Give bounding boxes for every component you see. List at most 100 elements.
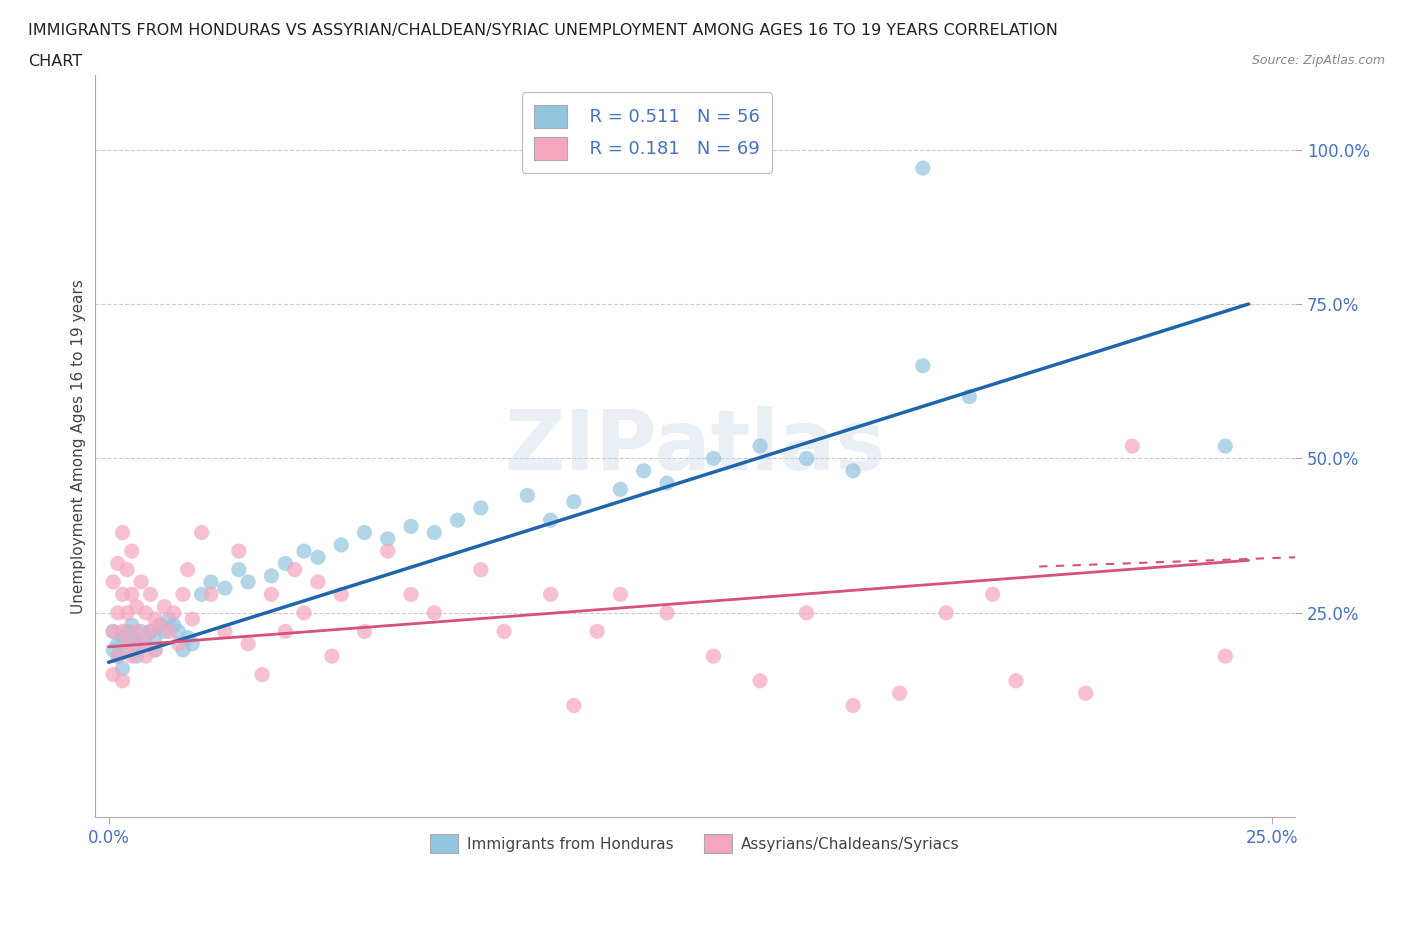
Point <box>321 648 343 663</box>
Point <box>143 631 166 645</box>
Point <box>702 648 724 663</box>
Point <box>470 562 492 577</box>
Point <box>1074 685 1097 700</box>
Point <box>228 544 250 559</box>
Point <box>111 631 134 645</box>
Point <box>115 624 138 639</box>
Point <box>129 624 152 639</box>
Point <box>377 531 399 546</box>
Point <box>236 575 259 590</box>
Point <box>121 587 143 602</box>
Point <box>214 580 236 595</box>
Point <box>274 624 297 639</box>
Point <box>1121 439 1143 454</box>
Point <box>292 605 315 620</box>
Point <box>655 476 678 491</box>
Point <box>562 494 585 509</box>
Point <box>796 451 818 466</box>
Point <box>125 599 148 614</box>
Point <box>655 605 678 620</box>
Point <box>143 612 166 627</box>
Point <box>1005 673 1028 688</box>
Point <box>353 525 375 540</box>
Point <box>957 390 980 405</box>
Point <box>157 624 180 639</box>
Point <box>103 643 125 658</box>
Text: Source: ZipAtlas.com: Source: ZipAtlas.com <box>1251 54 1385 67</box>
Point <box>702 451 724 466</box>
Point <box>470 500 492 515</box>
Point <box>250 667 273 682</box>
Point <box>153 624 176 639</box>
Point <box>167 636 190 651</box>
Point <box>446 512 468 527</box>
Point <box>181 612 204 627</box>
Point <box>163 618 186 632</box>
Point <box>111 673 134 688</box>
Point <box>111 525 134 540</box>
Point <box>633 463 655 478</box>
Point <box>149 618 172 632</box>
Point <box>399 519 422 534</box>
Point <box>1213 648 1236 663</box>
Point <box>307 575 329 590</box>
Point <box>540 512 562 527</box>
Point <box>121 544 143 559</box>
Point <box>307 550 329 565</box>
Point <box>167 624 190 639</box>
Point <box>911 358 934 373</box>
Point <box>423 525 446 540</box>
Point <box>172 587 194 602</box>
Point <box>749 673 772 688</box>
Point <box>135 605 157 620</box>
Point <box>111 624 134 639</box>
Point <box>842 698 865 713</box>
Point <box>562 698 585 713</box>
Point <box>107 648 129 663</box>
Point <box>935 605 957 620</box>
Point <box>260 587 283 602</box>
Point <box>292 544 315 559</box>
Point <box>107 556 129 571</box>
Point <box>214 624 236 639</box>
Point <box>200 575 222 590</box>
Text: ZIPatlas: ZIPatlas <box>505 405 886 486</box>
Point <box>135 636 157 651</box>
Point <box>139 587 162 602</box>
Point <box>103 575 125 590</box>
Point <box>103 667 125 682</box>
Point <box>260 568 283 583</box>
Point <box>274 556 297 571</box>
Point <box>143 643 166 658</box>
Point <box>330 587 353 602</box>
Point <box>911 161 934 176</box>
Point <box>377 544 399 559</box>
Point <box>399 587 422 602</box>
Point <box>1213 439 1236 454</box>
Point <box>190 587 212 602</box>
Point <box>121 648 143 663</box>
Point <box>157 612 180 627</box>
Point <box>842 463 865 478</box>
Text: CHART: CHART <box>28 54 82 69</box>
Point <box>135 648 157 663</box>
Point <box>353 624 375 639</box>
Point <box>153 599 176 614</box>
Point <box>796 605 818 620</box>
Point <box>125 648 148 663</box>
Point <box>129 575 152 590</box>
Point <box>129 636 152 651</box>
Point <box>111 661 134 676</box>
Point <box>200 587 222 602</box>
Point <box>149 618 172 632</box>
Point <box>176 562 198 577</box>
Text: IMMIGRANTS FROM HONDURAS VS ASSYRIAN/CHALDEAN/SYRIAC UNEMPLOYMENT AMONG AGES 16 : IMMIGRANTS FROM HONDURAS VS ASSYRIAN/CHA… <box>28 23 1057 38</box>
Point <box>139 624 162 639</box>
Point <box>889 685 911 700</box>
Point <box>190 525 212 540</box>
Point <box>125 624 148 639</box>
Point <box>121 631 143 645</box>
Point <box>176 631 198 645</box>
Point <box>609 482 631 497</box>
Point <box>236 636 259 651</box>
